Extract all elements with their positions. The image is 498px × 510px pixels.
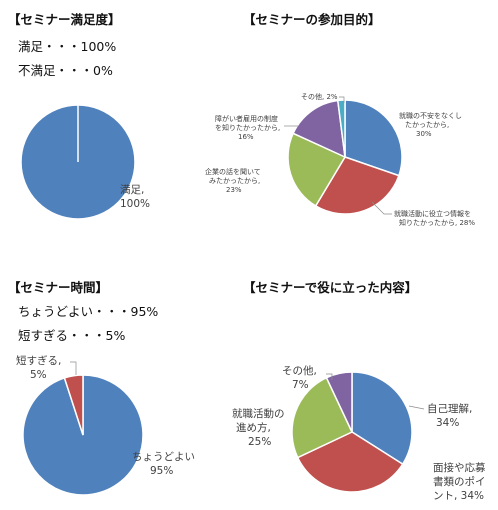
purpose-label-2-line-2: 23%	[226, 186, 242, 194]
pie-slice-2	[296, 431, 404, 493]
time-label-0-line-0: ちょうどよい	[132, 451, 195, 463]
pie-slice-3	[291, 376, 353, 459]
useful-pie-chart: 自己理解, 34% 面接や応募 書類のポイ ント, 34% 就職活動の 進め方,…	[232, 364, 486, 502]
useful-label-2-line-0: 就職活動の	[232, 407, 285, 420]
purpose-label-0-line-2: 30%	[416, 130, 432, 138]
satisfaction-summary-2: 不満足・・・0%	[18, 63, 113, 78]
time-summary-1: ちょうどよい・・・95%	[18, 304, 159, 319]
purpose-pie-chart: 就職の不安をなくし たかったから, 30% 就職活動に役立つ情報を 知りたかった…	[205, 92, 475, 227]
pie-slice-5	[336, 99, 346, 158]
purpose-label-0-line-1: たかったから,	[405, 121, 449, 129]
satisfaction-label-0-line-0: 満足,	[120, 184, 144, 196]
useful-label-0-line-0: 自己理解,	[427, 402, 472, 415]
satisfaction-summary-1: 満足・・・100%	[18, 39, 117, 54]
pie-slice-2	[63, 374, 84, 436]
useful-label-1-line-1: 書類のポイ	[433, 475, 486, 488]
time-title: 【セミナー時間】	[8, 280, 109, 295]
satisfaction-pie-chart: 満足, 100%	[20, 104, 150, 220]
purpose-label-2-line-0: 企業の話を聞いて	[205, 167, 261, 176]
useful-label-0-line-1: 34%	[436, 417, 459, 429]
satisfaction-label-0-line-1: 100%	[120, 198, 150, 210]
useful-leader-0	[408, 405, 425, 410]
purpose-label-2-line-1: みたかったから,	[209, 177, 260, 185]
time-label-1-line-0: 短すぎる,	[16, 354, 61, 367]
time-summary-2: 短すぎる・・・5%	[18, 328, 126, 343]
useful-label-2-line-1: 進め方,	[236, 421, 271, 434]
pie-slice-1	[344, 99, 403, 177]
useful-leader-3	[326, 373, 333, 380]
pie-slice-1	[22, 374, 144, 496]
purpose-leader-4	[339, 96, 345, 103]
pie-slice-4	[325, 371, 353, 433]
useful-label-1-line-0: 面接や応募	[433, 461, 486, 474]
purpose-label-0-line-0: 就職の不安をなくし	[399, 111, 462, 120]
time-label-1-line-1: 5%	[30, 369, 47, 381]
useful-label-3-line-0: その他,	[282, 364, 317, 377]
satisfaction-title: 【セミナー満足度】	[8, 12, 121, 27]
purpose-label-3-line-0: 障がい者雇用の制度	[215, 114, 278, 123]
purpose-label-1-line-1: 知りたかったから, 28%	[399, 218, 475, 227]
purpose-label-3-line-1: を知りたかったから,	[215, 123, 280, 132]
pie-slice-4	[292, 99, 346, 159]
purpose-label-4-line-0: その他, 2%	[301, 92, 338, 101]
useful-label-2-line-2: 25%	[248, 436, 271, 448]
time-leader-1	[70, 361, 77, 375]
useful-title: 【セミナーで役に立った内容】	[243, 280, 418, 295]
purpose-title: 【セミナーの参加目的】	[243, 12, 381, 27]
pie-slice-3	[287, 132, 347, 207]
purpose-label-3-line-2: 16%	[238, 133, 254, 141]
useful-label-3-line-1: 7%	[292, 379, 309, 391]
useful-label-1-line-2: ント, 34%	[433, 490, 484, 502]
time-pie-chart: 短すぎる, 5% ちょうどよい 95%	[16, 354, 195, 496]
purpose-label-1-line-0: 就職活動に役立つ情報を	[394, 209, 471, 218]
time-label-0-line-1: 95%	[150, 465, 173, 477]
purpose-leader-1	[371, 201, 392, 215]
